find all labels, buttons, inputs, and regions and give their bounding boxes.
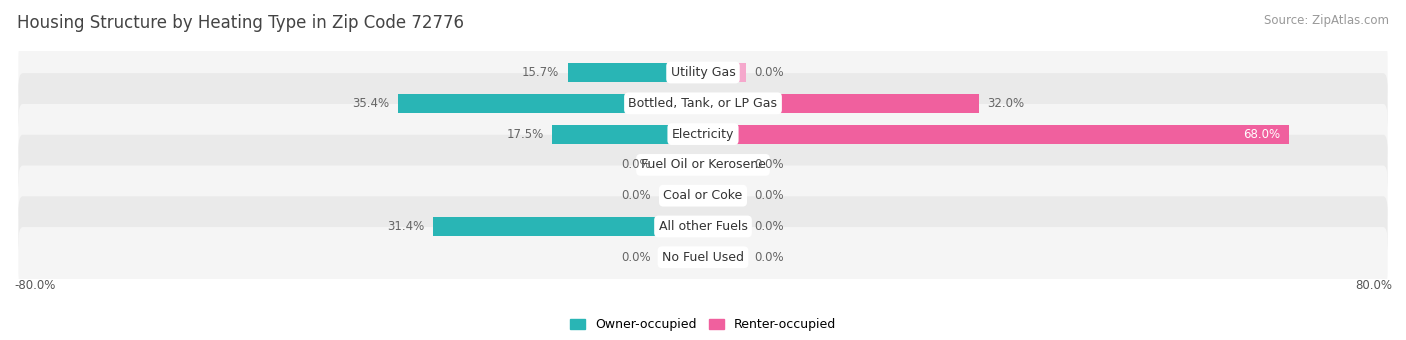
Bar [659,248,703,267]
Text: No Fuel Used: No Fuel Used [662,251,744,264]
Text: 0.0%: 0.0% [755,251,785,264]
Text: Source: ZipAtlas.com: Source: ZipAtlas.com [1264,14,1389,27]
Text: 0.0%: 0.0% [621,251,651,264]
FancyBboxPatch shape [18,42,1388,103]
FancyBboxPatch shape [18,166,1388,226]
FancyBboxPatch shape [18,227,1388,287]
Bar [703,94,979,113]
Text: 17.5%: 17.5% [506,128,544,141]
Text: 68.0%: 68.0% [1243,128,1279,141]
Text: All other Fuels: All other Fuels [658,220,748,233]
Text: 0.0%: 0.0% [755,158,785,171]
Text: 0.0%: 0.0% [621,158,651,171]
Text: -80.0%: -80.0% [14,279,55,292]
Text: Fuel Oil or Kerosene: Fuel Oil or Kerosene [641,158,765,171]
Text: Electricity: Electricity [672,128,734,141]
Bar [703,124,1289,144]
Text: Coal or Coke: Coal or Coke [664,189,742,202]
Text: 0.0%: 0.0% [755,220,785,233]
Bar [703,217,747,236]
FancyBboxPatch shape [18,196,1388,257]
FancyBboxPatch shape [18,135,1388,195]
Text: Bottled, Tank, or LP Gas: Bottled, Tank, or LP Gas [628,97,778,110]
Text: 32.0%: 32.0% [987,97,1025,110]
Bar [703,155,747,174]
Bar [703,186,747,205]
Bar [433,217,703,236]
Bar [568,63,703,82]
FancyBboxPatch shape [18,73,1388,134]
Text: 80.0%: 80.0% [1355,279,1392,292]
Legend: Owner-occupied, Renter-occupied: Owner-occupied, Renter-occupied [565,313,841,336]
Bar [553,124,703,144]
Text: 0.0%: 0.0% [755,66,785,79]
Bar [703,248,747,267]
Text: 0.0%: 0.0% [621,189,651,202]
Bar [659,155,703,174]
Text: Utility Gas: Utility Gas [671,66,735,79]
Bar [659,186,703,205]
FancyBboxPatch shape [18,104,1388,164]
Bar [398,94,703,113]
Bar [703,63,747,82]
Text: 0.0%: 0.0% [755,189,785,202]
Text: Housing Structure by Heating Type in Zip Code 72776: Housing Structure by Heating Type in Zip… [17,14,464,32]
Text: 15.7%: 15.7% [522,66,560,79]
Text: 31.4%: 31.4% [387,220,425,233]
Text: 35.4%: 35.4% [353,97,389,110]
